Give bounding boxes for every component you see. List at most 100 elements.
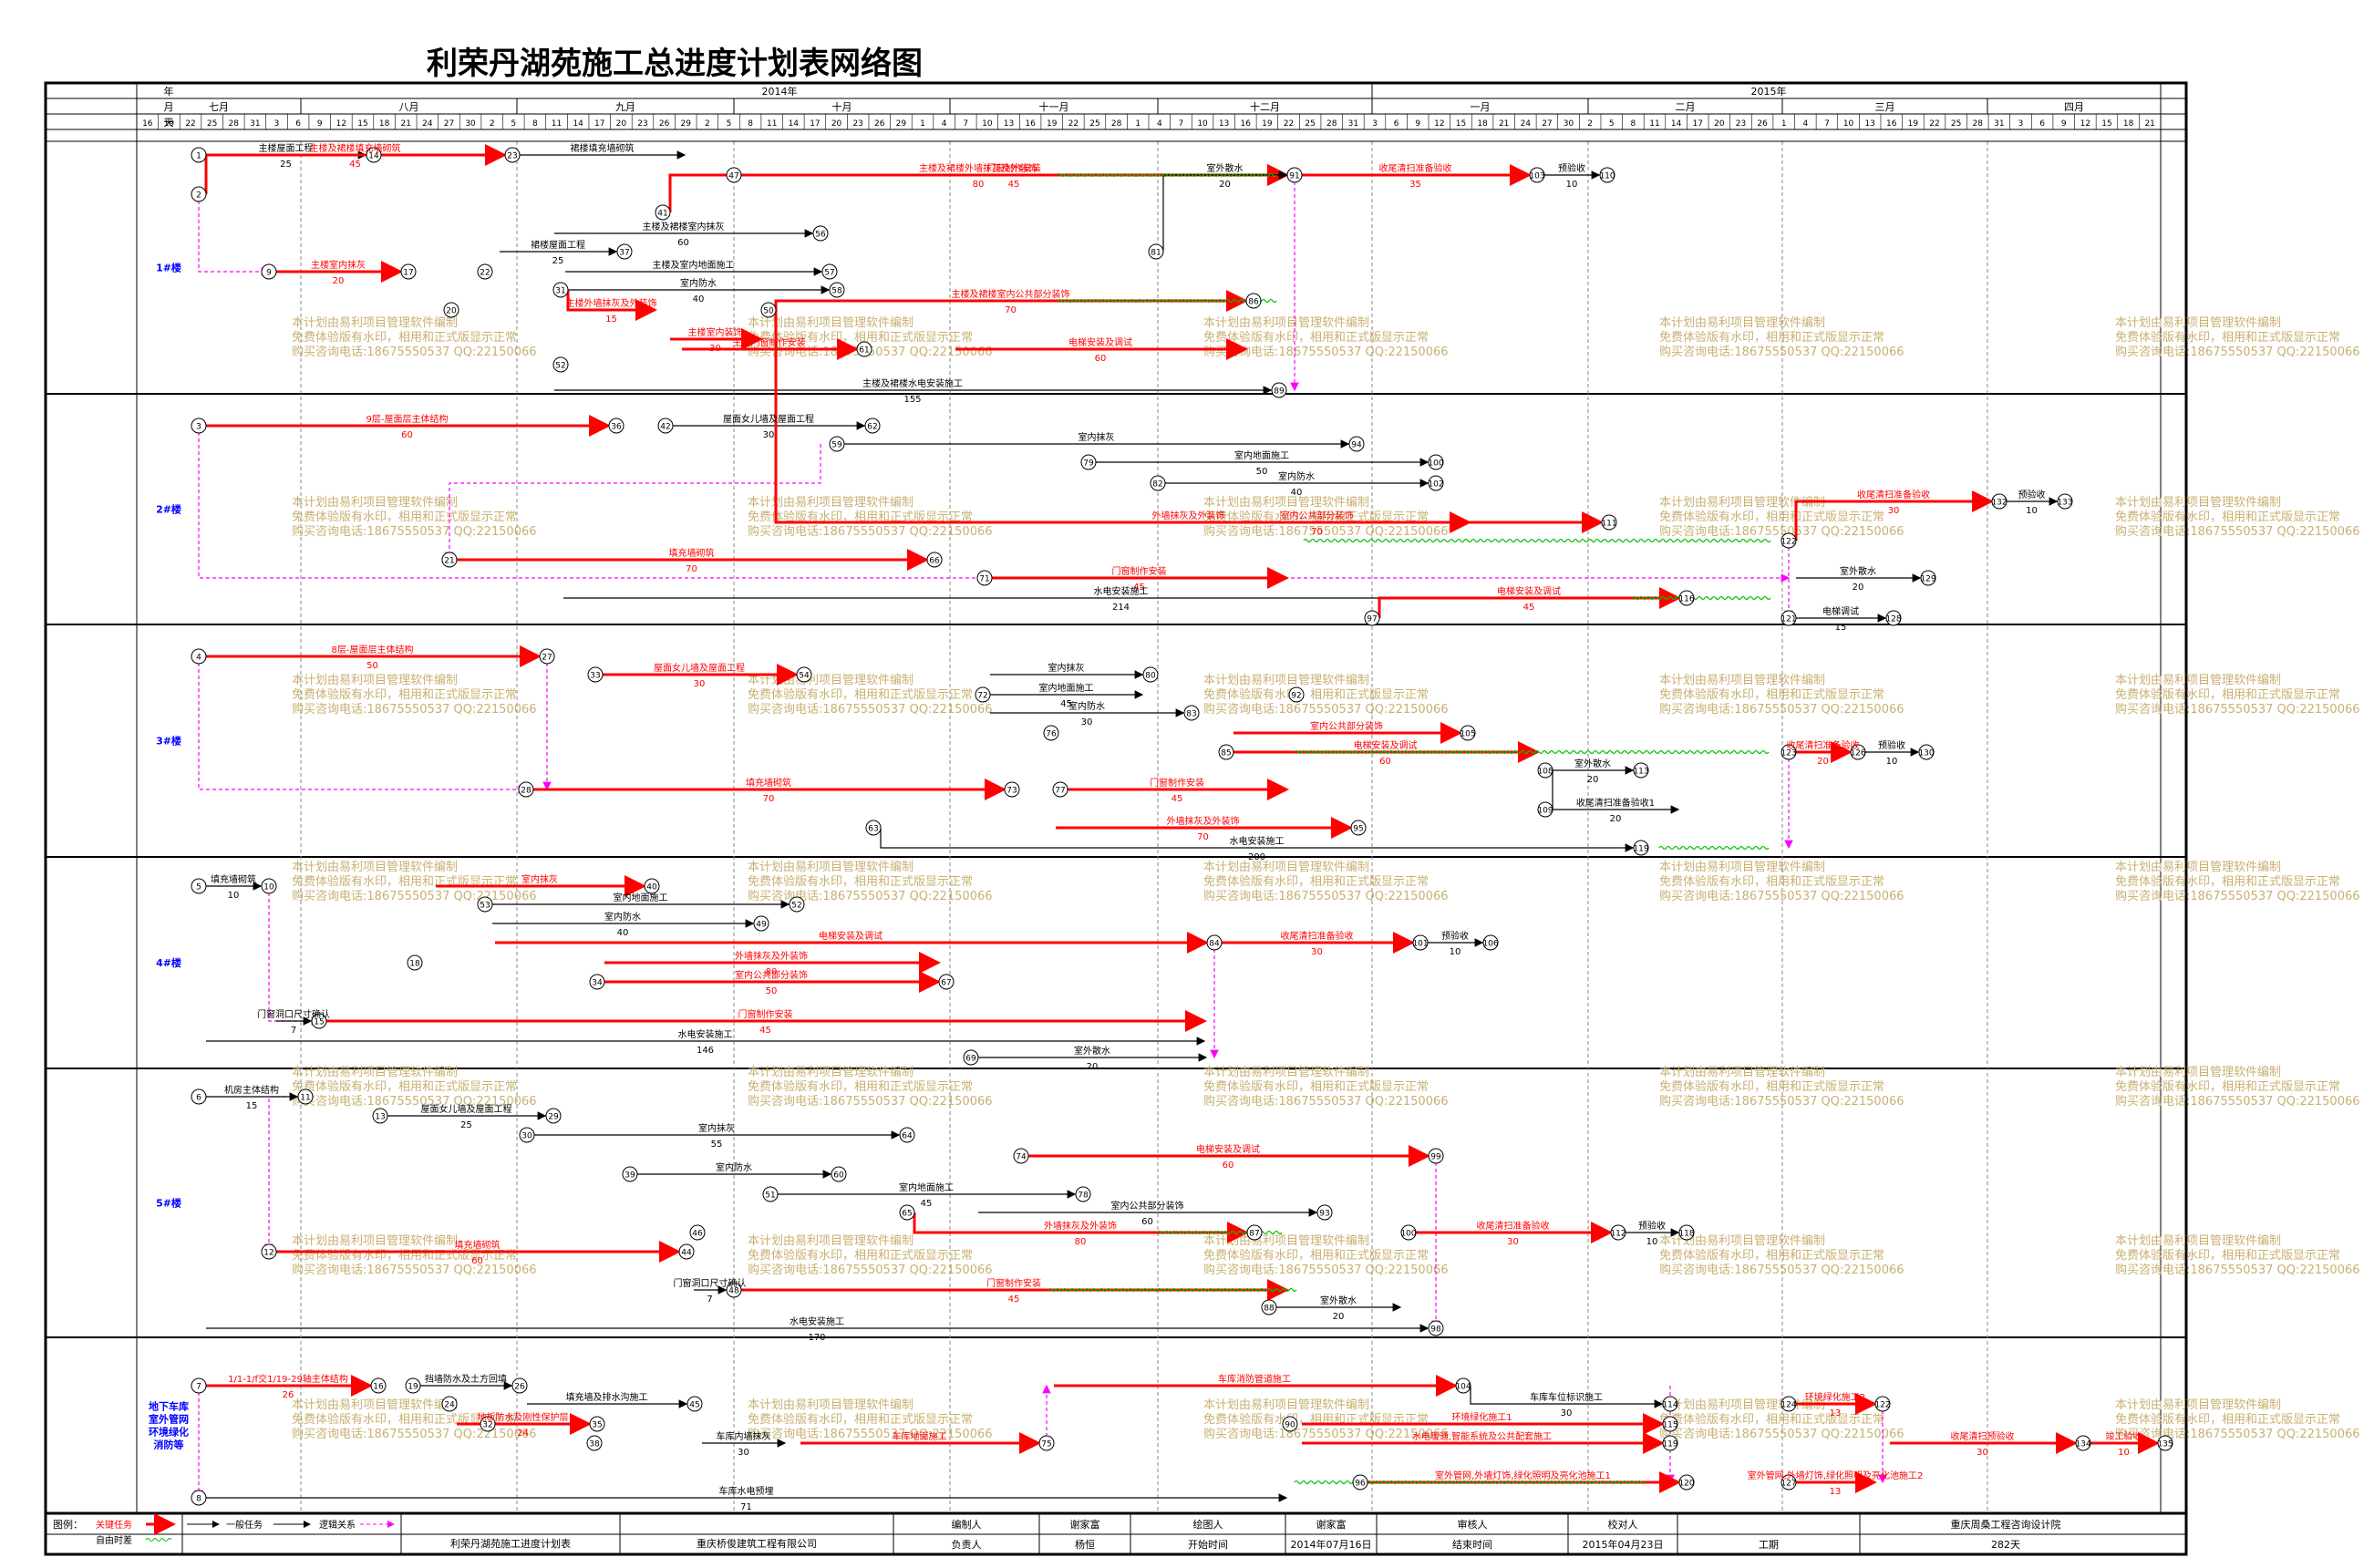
task-duration: 60 [677,238,689,248]
day-label: 28 [1973,119,1984,129]
event-node-number: 52 [791,902,801,911]
task-name: 主楼及裙楼水电安装施工 [862,377,963,389]
task-name: 9层-屋面层主体结构 [366,413,449,425]
task-duration: 60 [401,430,413,440]
day-label: 21 [400,119,410,129]
event-node [191,186,207,202]
day-label: 11 [552,119,562,129]
watermark-text: 购买咨询电话:18675550537 QQ:22150066 [1203,702,1449,717]
watermark-text: 购买咨询电话:18675550537 QQ:22150066 [2115,524,2360,539]
task-name: 填充墙砌筑 [211,873,256,885]
task-duration: 30 [694,679,706,689]
event-node [1780,1474,1797,1491]
event-node-number: 118 [1678,1230,1694,1239]
event-node-number: 72 [977,692,987,701]
day-label: 1 [920,119,925,129]
day-label: 19 [1908,119,1919,129]
event-node [1428,454,1444,470]
day-label: 23 [1736,119,1746,129]
task-name: 室外散水 [1574,758,1611,769]
event-node [1075,1186,1091,1202]
event-node [191,878,207,894]
event-node [1286,167,1303,183]
event-node-number: 128 [1885,615,1901,624]
logic-link [445,444,821,562]
day-label: 2 [490,119,495,129]
event-node [586,1435,603,1451]
event-node-number: 30 [521,1132,532,1141]
watermark-text: 购买咨询电话:18675550537 QQ:22150066 [2115,1263,2360,1277]
event-node [1352,1474,1368,1491]
task-duration: 10 [2026,506,2038,516]
event-node [1991,493,2008,510]
critical-task-arrow [774,290,1248,312]
task-name: 门窗洞口尺寸确认 [674,1277,747,1289]
task-duration: 71 [740,1502,752,1512]
task-name: 主楼外墙抹灰及外装饰 [566,297,657,309]
task-duration: 30 [1561,1408,1573,1418]
day-label: 2 [1587,119,1593,129]
task-duration: 146 [697,1046,714,1056]
task-name: 电梯调试 [1822,605,1859,617]
event-node-number: 27 [542,654,552,663]
watermark-text: 免费体验版有水印，相用和正式版显示正常 [2115,1412,2340,1427]
task-name: 室外散水 [1207,162,1244,174]
event-node [191,1490,207,1506]
watermark-text: 购买咨询电话:18675550537 QQ:22150066 [1203,345,1449,359]
event-node [1662,1396,1678,1412]
task-name: 预验收 [2018,489,2046,500]
event-node [1428,1320,1444,1336]
day-label: 18 [379,119,390,129]
event-node [789,896,805,913]
watermark-text: 免费体验版有水印，相用和正式版显示正常 [1203,1248,1429,1263]
task-name: 主楼及裙楼室内公共部分装饰 [952,288,1070,300]
plan-name: 利荣丹湖苑施工进度计划表 [450,1537,571,1550]
event-node [1780,610,1797,626]
event-node-number: 73 [1006,787,1017,796]
watermark-text: 购买咨询电话:18675550537 QQ:22150066 [748,524,993,539]
task-duration: 70 [1311,527,1323,537]
watermark-text: 本计划由易利项目管理软件编制 [748,1066,913,1079]
day-label: 25 [1305,119,1315,129]
watermark-text: 本计划由易利项目管理软件编制 [1659,316,1825,330]
task-name: 室内地面施工 [899,1181,954,1193]
event-node-number: 113 [1633,768,1648,777]
day-label: 9 [317,119,323,129]
day-label: 20 [1714,119,1725,129]
watermark-text: 购买咨询电话:18675550537 QQ:22150066 [1203,524,1449,539]
task-duration: 45 [1523,603,1535,613]
event-node-number: 99 [1430,1153,1441,1162]
watermark-text: 本计划由易利项目管理软件编制 [2115,1066,2281,1079]
event-node [1246,1224,1263,1241]
critical-task-arrow [566,290,657,321]
event-node [1316,1204,1333,1221]
event-node [589,974,605,990]
event-node [655,204,671,221]
event-node-number: 15 [314,1018,324,1027]
day-label: 29 [896,119,907,129]
event-node [1780,1396,1797,1412]
day-label: 14 [789,119,800,129]
event-node [1537,762,1553,779]
watermark-text: 本计划由易利项目管理软件编制 [1659,674,1825,687]
event-node [1633,840,1649,856]
event-node [657,418,674,434]
watermark-text: 本计划由易利项目管理软件编制 [1659,1234,1825,1248]
task-duration: 45 [1172,794,1183,804]
task-duration: 30 [738,1448,749,1458]
task-duration: 7 [291,1026,296,1036]
event-node-number: 54 [799,672,810,681]
event-node-number: 39 [624,1171,635,1181]
footer-cell: 谢家富 [1316,1518,1347,1531]
header-row-label: 年 [164,85,174,98]
day-label: 16 [1241,119,1252,129]
event-node-number: 110 [1599,172,1615,181]
task-duration: 80 [1075,1237,1087,1247]
event-node [480,1416,496,1432]
task-duration: 10 [228,891,240,901]
day-label: 11 [1649,119,1659,129]
event-node-number: 41 [657,210,667,219]
watermark-text: 免费体验版有水印，相用和正式版显示正常 [1659,1248,1884,1263]
task-duration: 7 [707,1295,712,1305]
watermark-text: 购买咨询电话:18675550537 QQ:22150066 [292,524,537,539]
